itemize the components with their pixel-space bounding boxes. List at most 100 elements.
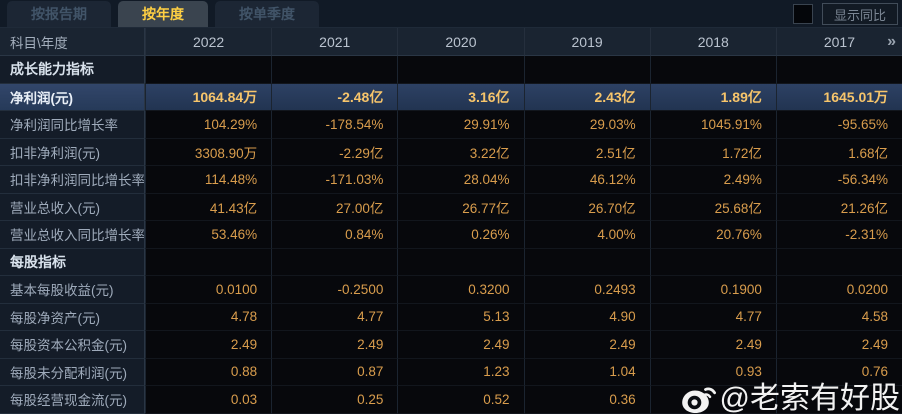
table-row[interactable]: 每股净资产(元) 4.78 4.77 5.13 4.90 4.77 4.58 xyxy=(0,303,902,331)
value-cell: 2.49 xyxy=(775,331,902,359)
value-cell: 41.43亿 xyxy=(145,193,272,221)
value-cell: 3308.90万 xyxy=(145,138,272,166)
value-cell: 1.89亿 xyxy=(649,83,776,111)
value-cell: 4.90 xyxy=(523,303,650,331)
row-label: 扣非净利润同比增长率 xyxy=(0,166,145,194)
tab-bar: 按报告期 按年度 按单季度 显示同比 xyxy=(0,0,902,28)
value-cell: 1.23 xyxy=(397,358,524,386)
value-cell: 0.52 xyxy=(397,386,524,414)
value-cell xyxy=(397,56,524,84)
value-cell xyxy=(649,56,776,84)
value-cell xyxy=(271,56,398,84)
value-cell: 3.22亿 xyxy=(397,138,524,166)
show-yoy-label[interactable]: 显示同比 xyxy=(821,3,898,25)
value-cell: 0.26% xyxy=(397,221,524,249)
row-label: 净利润(元) xyxy=(0,83,145,111)
row-label: 每股指标 xyxy=(0,248,145,276)
value-cell: 114.48% xyxy=(145,166,272,194)
year-header-2018: 2018 xyxy=(649,28,776,56)
value-cell: 2.49 xyxy=(271,331,398,359)
value-cell: 4.78 xyxy=(145,303,272,331)
year-header-2021: 2021 xyxy=(271,28,398,56)
table-row[interactable]: 基本每股收益(元) 0.0100 -0.2500 0.3200 0.2493 0.1900… xyxy=(0,276,902,304)
value-cell xyxy=(523,248,650,276)
yoy-controls: 显示同比 xyxy=(792,3,898,25)
value-cell: 46.12% xyxy=(523,166,650,194)
financials-table: 科目\年度 2022 2021 2020 2019 2018 2017» 成长能力指标 净利… xyxy=(0,28,902,414)
tab-group: 按报告期 按年度 按单季度 xyxy=(0,1,319,27)
table-row[interactable]: 净利润(元) 1064.84万 -2.48亿 3.16亿 2.43亿 1.89亿 1645.… xyxy=(0,83,902,111)
value-cell: -0.2500 xyxy=(271,276,398,304)
value-cell xyxy=(397,248,524,276)
row-label: 净利润同比增长率 xyxy=(0,111,145,139)
value-cell: 20.76% xyxy=(649,221,776,249)
value-cell: 1045.91% xyxy=(649,111,776,139)
table-row[interactable]: 扣非净利润同比增长率 114.48% -171.03% 28.04% 46.12% 2.4… xyxy=(0,166,902,194)
value-cell: 0.36 xyxy=(523,386,650,414)
table-header-row: 科目\年度 2022 2021 2020 2019 2018 2017» xyxy=(0,28,902,56)
row-label: 每股未分配利润(元) xyxy=(0,358,145,386)
table-row[interactable]: 净利润同比增长率 104.29% -178.54% 29.91% 29.03% 1045.… xyxy=(0,111,902,139)
value-cell: -178.54% xyxy=(271,111,398,139)
value-cell: 0.93 xyxy=(649,358,776,386)
row-label: 每股净资产(元) xyxy=(0,303,145,331)
value-cell: 25.68亿 xyxy=(649,193,776,221)
value-cell: 4.58 xyxy=(775,303,902,331)
value-cell: 0.03 xyxy=(145,386,272,414)
year-header-2017: 2017» xyxy=(775,28,902,56)
table-row[interactable]: 营业总收入同比增长率 53.46% 0.84% 0.26% 4.00% 20.76% -2.… xyxy=(0,221,902,249)
value-cell: -2.48亿 xyxy=(271,83,398,111)
value-cell: 2.49 xyxy=(649,331,776,359)
value-cell: 0.88 xyxy=(145,358,272,386)
value-cell: 3.16亿 xyxy=(397,83,524,111)
corner-header: 科目\年度 xyxy=(0,28,145,56)
table-row[interactable]: 每股未分配利润(元) 0.88 0.87 1.23 1.04 0.93 0.76 xyxy=(0,358,902,386)
row-label: 成长能力指标 xyxy=(0,56,145,84)
value-cell: 53.46% xyxy=(145,221,272,249)
value-cell: 104.29% xyxy=(145,111,272,139)
year-header-2019: 2019 xyxy=(523,28,650,56)
value-cell: 0.0200 xyxy=(775,276,902,304)
value-cell: 1.68亿 xyxy=(775,138,902,166)
row-label: 营业总收入同比增长率 xyxy=(0,221,145,249)
value-cell: 29.03% xyxy=(523,111,650,139)
row-label: 基本每股收益(元) xyxy=(0,276,145,304)
value-cell: 0.76 xyxy=(775,358,902,386)
value-cell: 26.77亿 xyxy=(397,193,524,221)
more-years-icon[interactable]: » xyxy=(887,32,897,50)
value-cell: 2.43亿 xyxy=(523,83,650,111)
tab-by-report-period[interactable]: 按报告期 xyxy=(7,1,111,27)
table-row[interactable]: 扣非净利润(元) 3308.90万 -2.29亿 3.22亿 2.51亿 1.72亿 1.6… xyxy=(0,138,902,166)
value-cell: 4.77 xyxy=(649,303,776,331)
value-cell xyxy=(145,56,272,84)
table-row[interactable]: 每股经营现金流(元) 0.03 0.25 0.52 0.36 xyxy=(0,386,902,414)
value-cell xyxy=(775,386,902,414)
value-cell: 1064.84万 xyxy=(145,83,272,111)
row-label: 扣非净利润(元) xyxy=(0,138,145,166)
value-cell: 0.0100 xyxy=(145,276,272,304)
tab-by-single-quarter[interactable]: 按单季度 xyxy=(215,1,319,27)
show-yoy-checkbox[interactable] xyxy=(792,4,813,24)
value-cell: 1.04 xyxy=(523,358,650,386)
value-cell: 2.49 xyxy=(145,331,272,359)
value-cell: 26.70亿 xyxy=(523,193,650,221)
table-row[interactable]: 营业总收入(元) 41.43亿 27.00亿 26.77亿 26.70亿 25.68亿 21… xyxy=(0,193,902,221)
value-cell xyxy=(775,56,902,84)
value-cell: 2.49 xyxy=(397,331,524,359)
tab-by-year[interactable]: 按年度 xyxy=(118,1,208,27)
value-cell: 4.77 xyxy=(271,303,398,331)
value-cell: -95.65% xyxy=(775,111,902,139)
value-cell: 1.72亿 xyxy=(649,138,776,166)
value-cell: -56.34% xyxy=(775,166,902,194)
value-cell xyxy=(775,248,902,276)
value-cell: 4.00% xyxy=(523,221,650,249)
table-row[interactable]: 每股资本公积金(元) 2.49 2.49 2.49 2.49 2.49 2.49 xyxy=(0,331,902,359)
value-cell: 0.2493 xyxy=(523,276,650,304)
value-cell: 0.1900 xyxy=(649,276,776,304)
value-cell: 0.25 xyxy=(271,386,398,414)
value-cell: 2.49 xyxy=(523,331,650,359)
value-cell: 29.91% xyxy=(397,111,524,139)
row-label: 每股经营现金流(元) xyxy=(0,386,145,414)
value-cell xyxy=(271,248,398,276)
